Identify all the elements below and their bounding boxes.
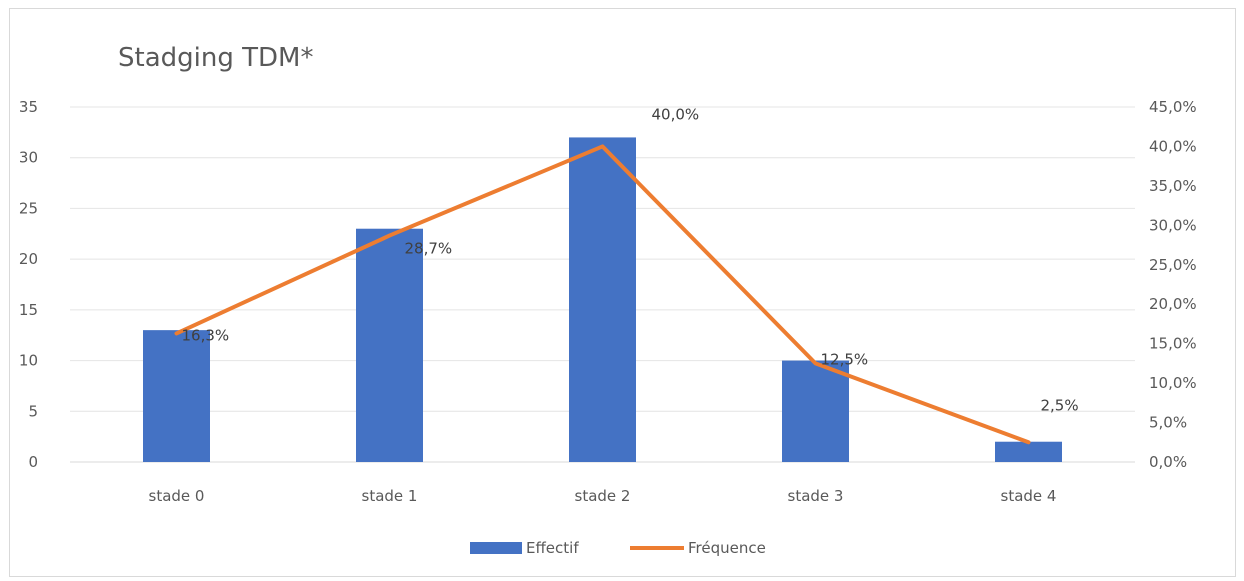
y-left-tick-label: 35 [19, 98, 38, 116]
y-right-tick-label: 15,0% [1149, 335, 1197, 353]
x-tick-label: stade 0 [149, 487, 205, 505]
y-right-tick-label: 45,0% [1149, 98, 1197, 116]
bar [356, 228, 423, 462]
legend-label-frequence: Fréquence [688, 539, 766, 557]
bar-series [143, 137, 1062, 462]
data-label: 40,0% [652, 105, 700, 123]
legend: Effectif Fréquence [470, 539, 766, 557]
x-tick-label: stade 2 [575, 487, 631, 505]
y-left-tick-label: 10 [19, 352, 38, 370]
data-label: 12,5% [821, 350, 869, 368]
data-label: 28,7% [405, 240, 453, 258]
x-tick-label: stade 1 [362, 487, 418, 505]
line-point [389, 235, 390, 237]
line-point [815, 362, 816, 364]
y-right-tick-label: 20,0% [1149, 295, 1197, 313]
y-left-tick-label: 20 [19, 250, 38, 268]
x-axis: stade 0 stade 1 stade 2 stade 3 stade 4 [149, 487, 1057, 505]
chart-title: Stadging TDM* [118, 43, 313, 73]
y-right-tick-label: 5,0% [1149, 414, 1187, 432]
line-series [174, 144, 1031, 445]
y-right-tick-label: 0,0% [1149, 453, 1187, 471]
data-label: 2,5% [1041, 396, 1079, 414]
legend-label-effectif: Effectif [526, 539, 579, 557]
y-right-tick-label: 40,0% [1149, 137, 1197, 155]
line-point [602, 145, 603, 147]
legend-swatch-effectif [470, 542, 522, 554]
y-left-tick-label: 15 [19, 301, 38, 319]
bar [995, 441, 1062, 462]
bar [782, 360, 849, 462]
bar [143, 330, 210, 462]
x-tick-label: stade 3 [788, 487, 844, 505]
y-left-tick-label: 5 [28, 402, 38, 420]
line-point [1028, 441, 1029, 443]
y-axis-right: 0,0% 5,0% 10,0% 15,0% 20,0% 25,0% 30,0% 35,0% 40… [1149, 98, 1197, 471]
y-right-tick-label: 30,0% [1149, 216, 1197, 234]
y-left-tick-label: 0 [28, 453, 38, 471]
data-labels: 16,3% 28,7% 40,0% 12,5% 2,5% [182, 105, 1079, 414]
y-right-tick-label: 35,0% [1149, 177, 1197, 195]
y-right-tick-label: 10,0% [1149, 374, 1197, 392]
line-point [176, 332, 177, 334]
data-label: 16,3% [182, 326, 230, 344]
y-right-tick-label: 25,0% [1149, 256, 1197, 274]
x-tick-label: stade 4 [1001, 487, 1057, 505]
y-left-tick-label: 30 [19, 149, 38, 167]
y-axis-left: 0 5 10 15 20 25 30 35 [19, 98, 38, 471]
y-left-tick-label: 25 [19, 199, 38, 217]
bar [569, 137, 636, 462]
